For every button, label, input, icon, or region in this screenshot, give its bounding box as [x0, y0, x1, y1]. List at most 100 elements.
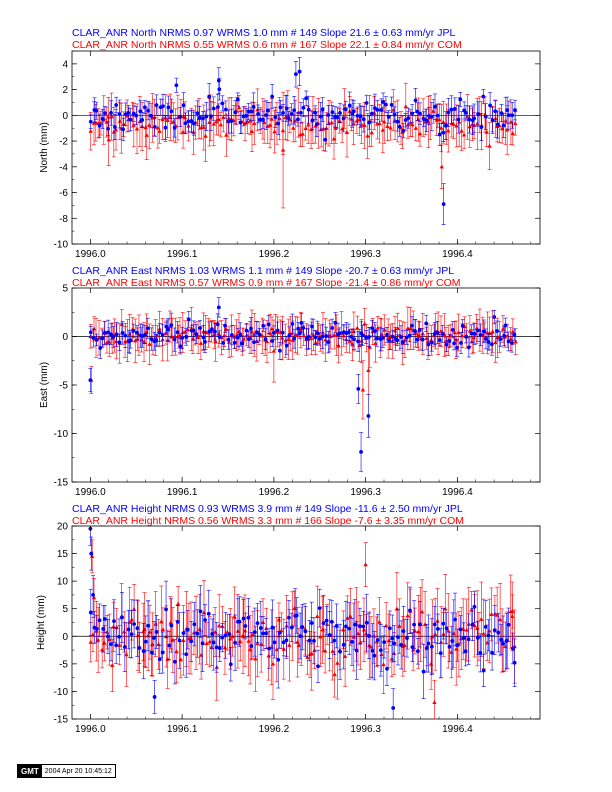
circle-marker — [297, 69, 302, 74]
height-jpl-point — [137, 632, 142, 664]
triangle-marker — [159, 619, 164, 624]
triangle-marker — [197, 626, 202, 631]
circle-marker — [114, 643, 119, 648]
north-jpl-point — [335, 106, 340, 129]
height-com-point — [345, 595, 350, 641]
circle-marker — [326, 340, 331, 344]
triangle-marker — [143, 125, 148, 130]
north-jpl-point — [140, 112, 145, 128]
circle-marker — [415, 109, 420, 114]
north-com-point — [461, 120, 467, 150]
height-jpl-point — [361, 610, 366, 643]
triangle-marker — [321, 126, 326, 131]
east-com-point — [203, 315, 208, 350]
circle-marker — [177, 638, 182, 643]
circle-marker — [306, 334, 311, 339]
triangle-marker — [214, 119, 219, 124]
east-jpl-point — [145, 317, 150, 339]
north-com-point — [329, 101, 334, 144]
circle-marker — [198, 326, 202, 330]
triangle-marker — [426, 119, 431, 124]
east-jpl-point — [492, 309, 497, 325]
east-jpl-point — [180, 326, 185, 349]
triangle-marker — [222, 645, 228, 650]
triangle-marker — [267, 122, 273, 127]
height-jpl-point — [298, 612, 303, 660]
north-jpl-point — [160, 93, 165, 119]
panel-north-xtick-label: 1996.2 — [259, 249, 290, 260]
height-com-point — [312, 631, 317, 669]
height-jpl-point — [249, 632, 254, 661]
east-jpl-point — [186, 311, 191, 328]
north-com-point — [413, 115, 419, 142]
triangle-marker — [160, 627, 166, 632]
height-jpl-point — [122, 622, 127, 672]
triangle-marker — [216, 623, 222, 628]
triangle-marker — [287, 642, 292, 647]
triangle-marker — [127, 331, 132, 336]
circle-marker — [503, 323, 508, 328]
triangle-marker — [300, 131, 305, 136]
north-com-point — [426, 96, 431, 149]
height-com-point — [225, 613, 230, 651]
triangle-marker — [456, 119, 462, 124]
north-jpl-point — [172, 118, 177, 138]
circle-marker — [412, 622, 416, 627]
circle-marker — [145, 326, 150, 331]
east-com-point — [226, 326, 232, 358]
height-jpl-point — [169, 598, 174, 653]
height-jpl-point — [294, 597, 299, 634]
circle-marker — [101, 627, 106, 631]
north-jpl-point — [270, 84, 275, 109]
east-jpl-point — [326, 330, 331, 354]
north-jpl-point — [131, 105, 136, 122]
east-jpl-point — [310, 318, 315, 335]
north-jpl-point — [195, 100, 200, 127]
circle-marker — [347, 626, 352, 631]
height-com-point — [274, 616, 279, 683]
height-jpl-point — [300, 604, 305, 651]
north-jpl-point — [443, 111, 448, 140]
north-jpl-point — [289, 103, 294, 125]
north-com-point — [292, 99, 298, 143]
east-jpl-point — [356, 374, 361, 404]
circle-marker — [220, 635, 225, 640]
north-jpl-point — [169, 98, 174, 124]
circle-marker — [395, 338, 400, 343]
circle-marker — [152, 636, 156, 640]
circle-marker — [120, 615, 124, 620]
circle-marker — [235, 335, 240, 340]
circle-marker — [251, 104, 256, 109]
circle-marker — [152, 124, 157, 129]
series-height-jpl — [88, 526, 517, 719]
triangle-marker — [280, 147, 286, 152]
panel-north-title-com: CLAR_ANR North NRMS 0.55 WRMS 0.6 mm # 1… — [72, 39, 462, 51]
east-jpl-point — [111, 326, 116, 348]
triangle-marker — [347, 338, 352, 343]
circle-marker — [395, 119, 400, 124]
height-jpl-point — [478, 633, 483, 673]
panel-north-xtick-label: 1996.0 — [75, 249, 106, 260]
circle-marker — [488, 103, 493, 108]
north-jpl-point — [223, 100, 228, 119]
circle-marker — [97, 618, 102, 623]
circle-marker — [338, 111, 342, 115]
panel-north-ytick-label: -4 — [59, 162, 68, 173]
circle-marker — [126, 627, 131, 632]
circle-marker — [261, 631, 266, 636]
triangle-marker — [386, 638, 391, 643]
circle-marker — [238, 120, 243, 125]
panel-north-title-jpl: CLAR_ANR North NRMS 0.97 WRMS 1.0 mm # 1… — [72, 27, 455, 39]
east-jpl-point — [333, 312, 338, 334]
circle-marker — [178, 344, 183, 349]
triangle-marker — [88, 128, 93, 133]
north-jpl-point — [343, 100, 348, 118]
circle-marker — [183, 121, 188, 126]
triangle-marker — [250, 632, 256, 637]
circle-marker — [392, 112, 397, 117]
circle-marker — [140, 118, 145, 122]
circle-marker — [489, 342, 494, 347]
circle-marker — [370, 111, 374, 116]
circle-marker — [266, 322, 271, 327]
circle-marker — [475, 635, 480, 640]
